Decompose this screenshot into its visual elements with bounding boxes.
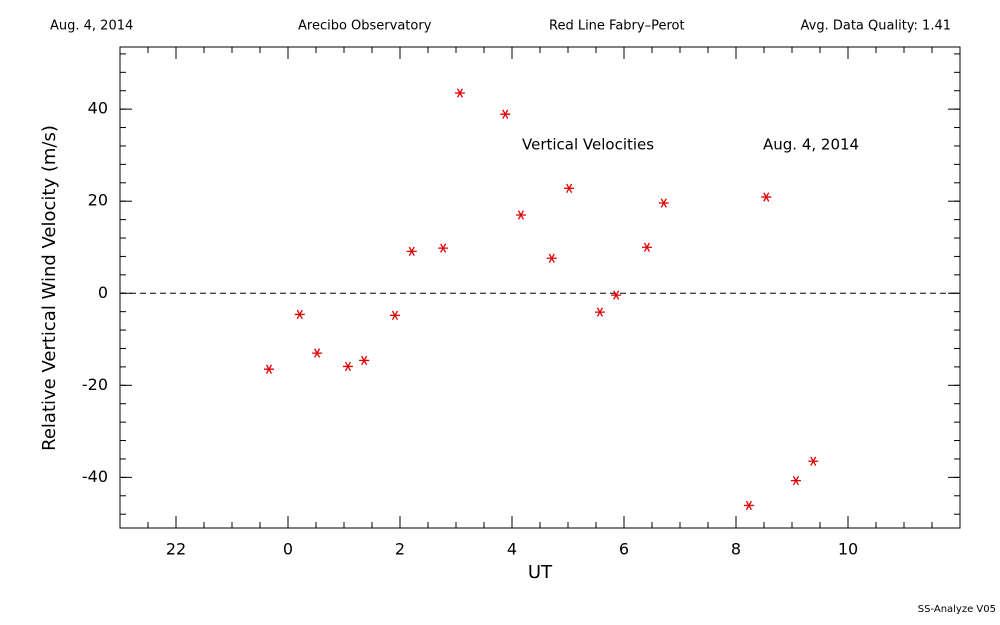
y-tick-label: 40 bbox=[88, 99, 108, 118]
x-tick-label: 0 bbox=[283, 540, 293, 559]
x-tick-label: 10 bbox=[838, 540, 858, 559]
data-point bbox=[389, 310, 400, 321]
x-tick-label: 2 bbox=[395, 540, 405, 559]
data-point bbox=[515, 210, 526, 220]
data-point bbox=[790, 475, 801, 486]
y-tick-label: 0 bbox=[98, 283, 108, 302]
data-point bbox=[546, 253, 557, 263]
data-point bbox=[454, 88, 465, 98]
data-point bbox=[312, 348, 323, 358]
data-point bbox=[743, 500, 754, 511]
data-point bbox=[658, 198, 669, 208]
data-point bbox=[808, 456, 819, 466]
data-point bbox=[406, 246, 417, 257]
data-point bbox=[500, 109, 511, 119]
header-quality: Avg. Data Quality: 1.41 bbox=[801, 19, 951, 34]
data-point bbox=[438, 243, 449, 253]
data-point bbox=[611, 290, 622, 300]
y-tick-label: -20 bbox=[82, 375, 108, 394]
annotation: Aug. 4, 2014 bbox=[763, 136, 859, 154]
header-date: Aug. 4, 2014 bbox=[50, 19, 133, 34]
x-axis-label: UT bbox=[528, 562, 553, 583]
x-tick-label: 22 bbox=[166, 540, 186, 559]
plot-frame bbox=[119, 46, 961, 529]
data-point bbox=[641, 242, 652, 252]
x-tick-label: 6 bbox=[619, 540, 629, 559]
y-tick-label: -40 bbox=[82, 467, 108, 486]
header-site: Arecibo Observatory bbox=[298, 19, 432, 34]
data-point bbox=[594, 307, 605, 317]
y-axis-label: Relative Vertical Wind Velocity (m/s) bbox=[39, 125, 60, 451]
footer: SS-Analyze V05 bbox=[918, 604, 996, 615]
data-point bbox=[342, 361, 353, 372]
data-point bbox=[263, 364, 274, 374]
header-instrument: Red Line Fabry–Perot bbox=[549, 19, 685, 34]
data-point bbox=[761, 192, 772, 202]
data-point bbox=[294, 309, 305, 320]
annotation: Vertical Velocities bbox=[522, 136, 654, 154]
y-tick-label: 20 bbox=[88, 191, 108, 210]
x-tick-label: 8 bbox=[731, 540, 741, 559]
data-point bbox=[359, 355, 370, 366]
data-point bbox=[564, 183, 575, 193]
x-tick-label: 4 bbox=[507, 540, 517, 559]
